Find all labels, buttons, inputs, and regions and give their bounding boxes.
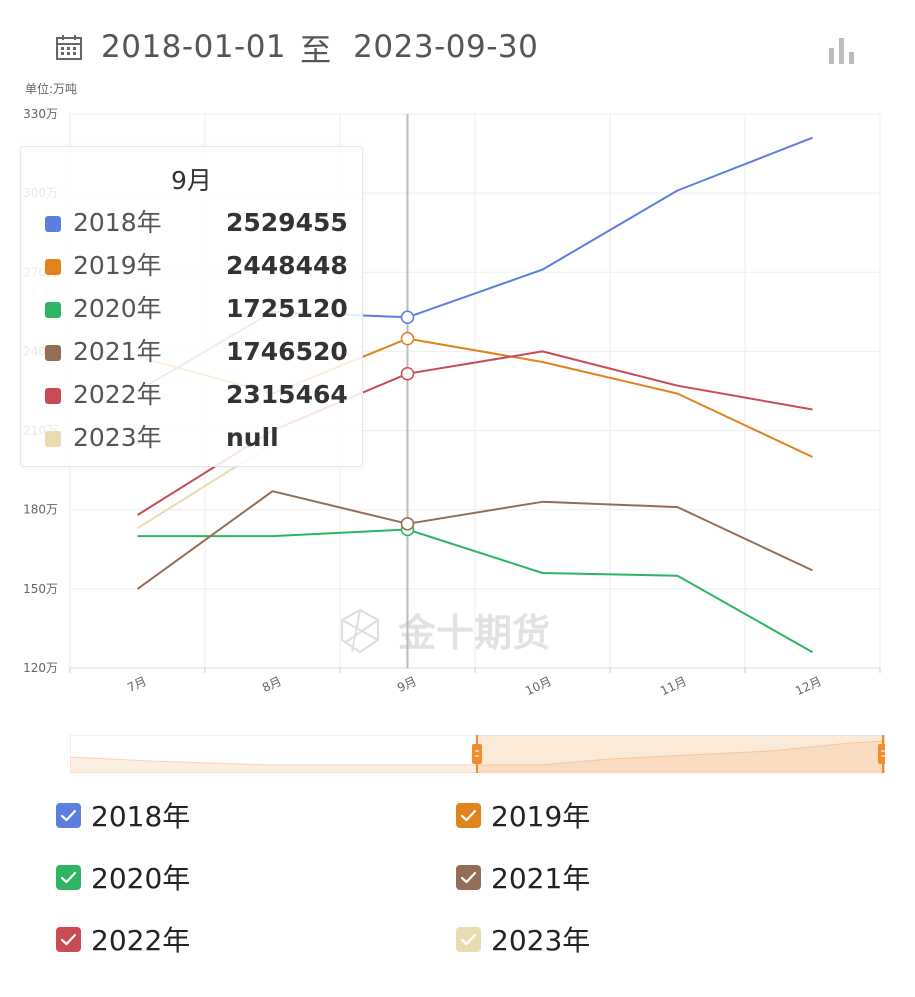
x-tick-label: 8月 (260, 674, 284, 695)
legend-item-2019年[interactable]: 2019年 (456, 795, 590, 835)
legend-label: 2020年 (91, 862, 191, 895)
x-tick-label: 7月 (125, 674, 149, 695)
checkbox-check-icon[interactable] (456, 864, 481, 890)
x-tick-label: 12月 (793, 674, 824, 698)
hover-markers (400, 310, 415, 537)
checkbox-check-icon[interactable] (56, 802, 81, 828)
tooltip-series-name: 2019年 (73, 251, 162, 280)
x-tick-label: 9月 (395, 674, 419, 695)
tooltip-series-name: 2020年 (73, 294, 162, 323)
tooltip-series-value: 1725120 (226, 294, 348, 323)
legend-label: 2019年 (491, 800, 591, 833)
x-tick-label: 10月 (523, 674, 554, 698)
series-color-swatch (45, 388, 61, 404)
series-color-swatch (45, 431, 61, 447)
x-tick-label: 11月 (658, 674, 689, 698)
slider-selected-range[interactable] (477, 735, 885, 773)
series-line-2020年 (137, 528, 813, 654)
series-color-swatch (45, 345, 61, 361)
legend-label: 2018年 (91, 800, 191, 833)
tooltip-row: 2022年 2315464 (45, 377, 355, 413)
legend-item-2018年[interactable]: 2018年 (56, 795, 190, 835)
legend-item-2020年[interactable]: 2020年 (56, 857, 190, 897)
start-date[interactable]: 2018-01-01 (101, 29, 287, 65)
hover-point-2018年 (400, 310, 415, 325)
date-separator: 至 (300, 32, 332, 69)
tooltip-series-value: 2529455 (226, 208, 348, 237)
tooltip-series-value: 2448448 (226, 251, 348, 280)
checkbox-check-icon[interactable] (456, 802, 481, 828)
tooltip-series-value: null (226, 423, 279, 452)
legend-label: 2023年 (491, 924, 591, 957)
series-color-swatch (45, 259, 61, 275)
series-line-2021年 (136, 490, 813, 590)
legend-label: 2021年 (491, 862, 591, 895)
legend-item-2021年[interactable]: 2021年 (456, 857, 590, 897)
slider-left-handle[interactable] (472, 744, 482, 764)
checkbox-check-icon[interactable] (456, 926, 481, 952)
x-axis: 7月 8月 9月 10月 11月 12月 (69, 668, 881, 698)
tooltip-row: 2021年 1746520 (45, 334, 355, 370)
y-tick-label: 150万 (23, 582, 58, 596)
checkbox-check-icon[interactable] (56, 864, 81, 890)
tooltip-series-name: 2023年 (73, 423, 162, 452)
hover-point-2022年 (400, 366, 415, 381)
unit-label: 单位:万吨 (25, 82, 78, 96)
tooltip-series-name: 2018年 (73, 208, 162, 237)
end-date[interactable]: 2023-09-30 (353, 29, 539, 65)
tooltip-row: 2020年 1725120 (45, 291, 355, 327)
tooltip-series-value: 2315464 (226, 380, 348, 409)
hover-point-2021年 (400, 517, 415, 531)
chart-tooltip: 9月 2018年 2529455 2019年 2448448 2020年 1725120 2… (20, 146, 363, 467)
svg-text:金十期货: 金十期货 (397, 611, 550, 655)
legend-label: 2022年 (91, 924, 191, 957)
tooltip-row: 2019年 2448448 (45, 248, 355, 284)
legend-item-2023年[interactable]: 2023年 (456, 919, 590, 959)
tooltip-series-value: 1746520 (226, 337, 348, 366)
tooltip-series-name: 2021年 (73, 337, 162, 366)
zoom-slider[interactable] (70, 735, 885, 773)
legend-item-2022年[interactable]: 2022年 (56, 919, 190, 959)
y-tick-label: 180万 (23, 503, 58, 517)
y-tick-label: 120万 (23, 661, 58, 675)
date-range-header[interactable]: 2018-01-01 至 2023-09-30 (55, 22, 538, 72)
slider-right-handle[interactable] (878, 744, 885, 764)
tooltip-row: 2018年 2529455 (45, 205, 355, 241)
series-color-swatch (45, 302, 61, 318)
checkbox-check-icon[interactable] (56, 926, 81, 952)
hover-point-2019年 (400, 331, 415, 346)
watermark: 金十期货 (341, 608, 550, 655)
tooltip-title: 9月 (171, 166, 212, 195)
series-color-swatch (45, 216, 61, 232)
tooltip-series-name: 2022年 (73, 380, 162, 409)
y-tick-label: 330万 (23, 107, 58, 121)
bar-chart-icon[interactable] (826, 34, 858, 66)
calendar-icon[interactable] (55, 33, 83, 61)
tooltip-row: 2023年 null (45, 420, 355, 456)
